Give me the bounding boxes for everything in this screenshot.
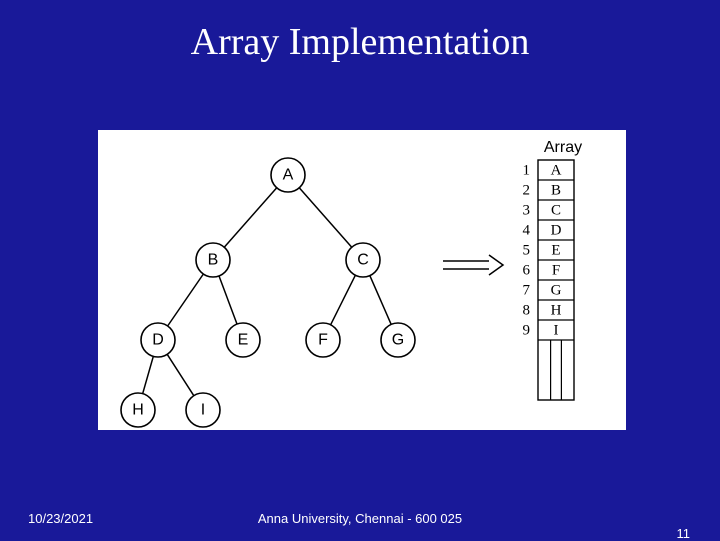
- array-value: B: [551, 182, 561, 198]
- arrow-head-icon: [489, 255, 503, 275]
- tree-edge: [168, 274, 204, 326]
- tree-edge: [167, 354, 194, 395]
- array-index: 2: [523, 182, 531, 198]
- footer-page: 11: [677, 526, 691, 541]
- tree-node-label: F: [318, 332, 328, 349]
- tree-edge: [370, 276, 391, 325]
- tree-node-label: B: [208, 252, 219, 269]
- array-title: Array: [544, 139, 582, 156]
- tree-edge: [299, 188, 352, 248]
- tree-node-label: C: [357, 252, 369, 269]
- array-value: A: [551, 162, 562, 178]
- diagram-panel: ABCDEFGHIArray1A2B3C4D5E6F7G8H9I: [98, 130, 626, 430]
- tree-edge: [331, 275, 356, 325]
- array-index: 3: [523, 202, 531, 218]
- slide-title: Array Implementation: [0, 0, 720, 64]
- footer-center: Anna University, Chennai - 600 025: [0, 511, 720, 526]
- array-value: D: [551, 222, 562, 238]
- array-value: I: [554, 322, 559, 338]
- array-value: F: [552, 262, 560, 278]
- tree-node-label: D: [152, 332, 164, 349]
- array-index: 8: [523, 302, 531, 318]
- tree-node-label: H: [132, 402, 144, 419]
- tree-node-label: I: [201, 402, 205, 419]
- tree-node-label: E: [238, 332, 249, 349]
- array-index: 7: [523, 282, 531, 298]
- array-index: 9: [523, 322, 531, 338]
- array-index: 1: [523, 162, 531, 178]
- tree-edge: [219, 276, 237, 324]
- array-value: G: [551, 282, 562, 298]
- array-value: H: [551, 302, 562, 318]
- tree-edge: [143, 356, 154, 393]
- array-value: C: [551, 202, 561, 218]
- array-index: 5: [523, 242, 531, 258]
- tree-edge: [224, 188, 277, 248]
- array-value: E: [551, 242, 560, 258]
- footer: 10/23/2021 Anna University, Chennai - 60…: [0, 511, 720, 526]
- array-index: 6: [523, 262, 531, 278]
- diagram-svg: ABCDEFGHIArray1A2B3C4D5E6F7G8H9I: [98, 130, 626, 430]
- footer-date: 10/23/2021: [28, 511, 93, 526]
- tree-node-label: A: [283, 167, 294, 184]
- array-index: 4: [523, 222, 531, 238]
- tree-node-label: G: [392, 332, 404, 349]
